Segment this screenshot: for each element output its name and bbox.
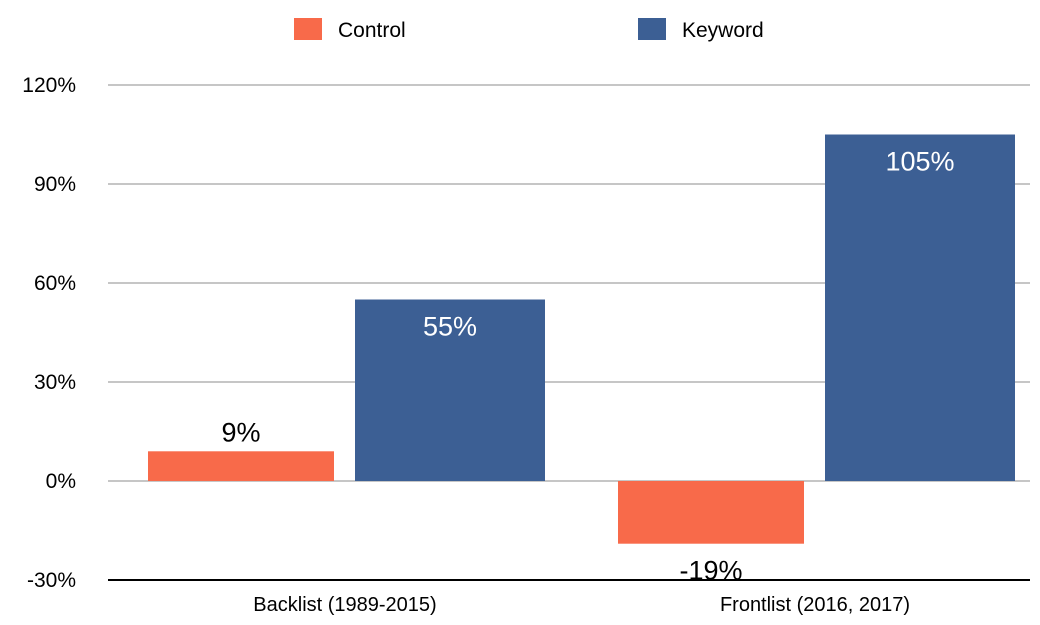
data-labels: 9% 55% -19% 105% xyxy=(221,147,954,586)
legend-swatch-keyword xyxy=(638,18,666,40)
y-tick-label: 30% xyxy=(34,371,76,394)
bar-keyword xyxy=(825,134,1015,481)
data-label: -19% xyxy=(679,556,742,586)
y-tick-label: 0% xyxy=(46,470,76,493)
y-tick-label: -30% xyxy=(27,569,76,592)
data-label: 105% xyxy=(885,147,954,177)
x-tick-label: Frontlist (2016, 2017) xyxy=(720,594,910,616)
bars xyxy=(148,134,1015,544)
legend: Control Keyword xyxy=(294,18,764,42)
bar-control xyxy=(148,451,334,481)
y-tick-label: 90% xyxy=(34,173,76,196)
y-tick-label: 120% xyxy=(22,74,76,97)
x-tick-label: Backlist (1989-2015) xyxy=(253,594,436,616)
legend-swatch-control xyxy=(294,18,322,40)
bar-keyword xyxy=(355,299,545,481)
data-label: 55% xyxy=(423,312,477,342)
legend-label-control: Control xyxy=(338,19,406,42)
y-axis-ticks: 120% 90% 60% 30% 0% -30% xyxy=(22,74,76,592)
x-axis-ticks: Backlist (1989-2015) Frontlist (2016, 201… xyxy=(253,594,910,616)
y-tick-label: 60% xyxy=(34,272,76,295)
data-label: 9% xyxy=(221,417,260,447)
legend-label-keyword: Keyword xyxy=(682,19,764,42)
bar-control xyxy=(618,481,804,544)
